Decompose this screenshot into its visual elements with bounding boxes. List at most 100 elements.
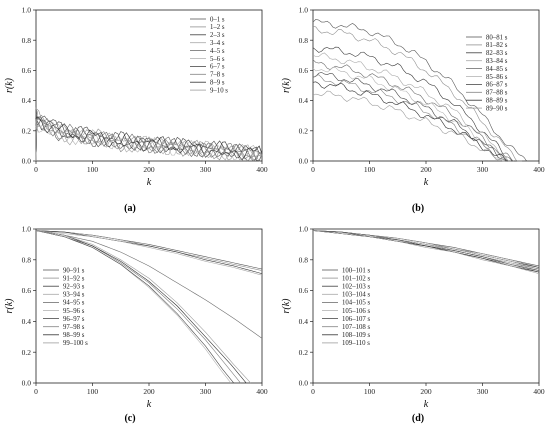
y-tick-label-c: 1.0 (22, 225, 32, 234)
x-tick-label-c: 100 (87, 387, 99, 396)
x-tick-label-b: 200 (420, 165, 432, 174)
legend-label-a: 2–3 s (210, 32, 225, 39)
x-axis-label-d: k (424, 399, 429, 410)
y-tick-label-a: 0.8 (22, 36, 32, 45)
series-line-c-3 (35, 230, 263, 276)
series-line-c-8 (35, 230, 247, 384)
series-line-c-7 (35, 230, 241, 384)
y-tick-label-d: 0.2 (299, 348, 309, 357)
series-line-d-8 (312, 230, 540, 273)
legend-label-d: 101–102 s (342, 275, 370, 282)
series-line-c-6 (35, 230, 234, 384)
legend-label-b: 87–88 s (486, 90, 508, 97)
y-tick-label-d: 0.4 (299, 317, 309, 326)
panel-label-c: (c) (124, 413, 135, 424)
x-axis-label-a: k (147, 177, 152, 188)
series-line-b-3 (312, 52, 514, 162)
legend-label-c: 95–96 s (63, 308, 85, 315)
x-tick-label-d: 400 (533, 387, 545, 396)
series-line-d-0 (312, 230, 540, 267)
y-tick-label-a: 0.0 (22, 157, 32, 166)
x-tick-label-d: 300 (477, 387, 489, 396)
legend-label-b: 82–83 s (486, 50, 508, 57)
legend-label-c: 90–91 s (63, 267, 85, 274)
y-tick-label-b: 0.0 (299, 157, 309, 166)
y-axis-label-b: r(k) (281, 77, 292, 93)
series-line-a-8 (35, 116, 263, 162)
legend-label-b: 85–86 s (486, 74, 508, 81)
series-line-c-2 (35, 230, 263, 274)
x-tick-label-a: 400 (256, 165, 268, 174)
legend-label-d: 100–101 s (342, 267, 370, 274)
x-tick-label-a: 300 (200, 165, 212, 174)
panel-label-a: (a) (124, 203, 136, 214)
y-axis-label-c: r(k) (4, 298, 15, 314)
x-tick-label-b: 0 (311, 165, 315, 174)
legend-label-c: 98–99 s (63, 332, 85, 339)
legend-label-b: 80–81 s (486, 34, 508, 41)
legend-label-d: 104–105 s (342, 300, 370, 307)
legend-label-a: 6–7 s (210, 64, 225, 71)
legend-label-b: 81–82 s (486, 42, 508, 49)
x-tick-label-b: 100 (364, 165, 376, 174)
y-axis-label-a: r(k) (4, 77, 15, 93)
x-axis-label-b: k (424, 177, 429, 188)
legend-label-d: 103–104 s (342, 292, 370, 299)
panel-label-d: (d) (412, 413, 424, 424)
y-axis-label-d: r(k) (281, 298, 292, 314)
y-tick-label-c: 0.2 (22, 348, 32, 357)
y-tick-label-b: 0.2 (299, 126, 309, 135)
legend-label-a: 3–4 s (210, 40, 225, 47)
x-tick-label-d: 100 (364, 387, 376, 396)
y-tick-label-a: 0.2 (22, 126, 32, 135)
series-line-a-3 (35, 113, 263, 162)
series-line-b-8 (312, 81, 508, 162)
legend-label-a: 5–6 s (210, 56, 225, 63)
legend-label-b: 84–85 s (486, 66, 508, 73)
series-line-c-5 (35, 230, 232, 384)
legend-label-b: 88–89 s (486, 98, 508, 105)
series-line-d-1 (312, 230, 540, 268)
y-tick-label-b: 0.4 (299, 96, 309, 105)
x-axis-label-c: k (147, 399, 152, 410)
y-tick-label-a: 1.0 (22, 6, 32, 15)
series-line-b-4 (312, 59, 514, 162)
y-tick-label-c: 0.8 (22, 255, 32, 264)
y-tick-label-d: 1.0 (299, 225, 309, 234)
panel-label-b: (b) (412, 203, 424, 214)
x-tick-label-c: 200 (143, 387, 155, 396)
legend-label-d: 107–108 s (342, 324, 370, 331)
y-tick-label-d: 0.6 (299, 286, 309, 295)
x-tick-label-a: 100 (87, 165, 99, 174)
series-line-b-1 (312, 25, 523, 162)
series-line-b-6 (312, 71, 511, 162)
series-line-a-9 (35, 117, 263, 162)
legend-label-c: 97–98 s (63, 324, 85, 331)
legend-label-c: 91–92 s (63, 275, 85, 282)
legend-label-d: 109–110 s (342, 340, 370, 347)
series-line-d-9 (312, 230, 540, 274)
legend-label-c: 96–97 s (63, 316, 85, 323)
y-tick-label-c: 0.6 (22, 286, 32, 295)
y-tick-label-d: 0.8 (299, 255, 309, 264)
legend-label-a: 0–1 s (210, 16, 225, 23)
series-line-c-9 (35, 230, 251, 384)
series-line-b-0 (312, 19, 528, 162)
y-tick-label-b: 1.0 (299, 6, 309, 15)
legend-label-c: 99–100 s (63, 340, 88, 347)
x-tick-label-b: 300 (477, 165, 489, 174)
legend-label-a: 1–2 s (210, 24, 225, 31)
y-tick-label-b: 0.8 (299, 36, 309, 45)
legend-label-b: 86–87 s (486, 82, 508, 89)
series-line-b-2 (312, 46, 517, 162)
legend-label-d: 106–107 s (342, 316, 370, 323)
x-tick-label-a: 200 (143, 165, 155, 174)
legend-label-a: 4–5 s (210, 48, 225, 55)
y-tick-label-b: 0.6 (299, 66, 309, 75)
series-line-d-7 (312, 230, 540, 273)
legend-label-c: 94–95 s (63, 300, 85, 307)
y-tick-label-d: 0.0 (299, 379, 309, 388)
y-tick-label-a: 0.4 (22, 96, 32, 105)
series-line-d-2 (312, 230, 540, 268)
legend-label-b: 83–84 s (486, 58, 508, 65)
